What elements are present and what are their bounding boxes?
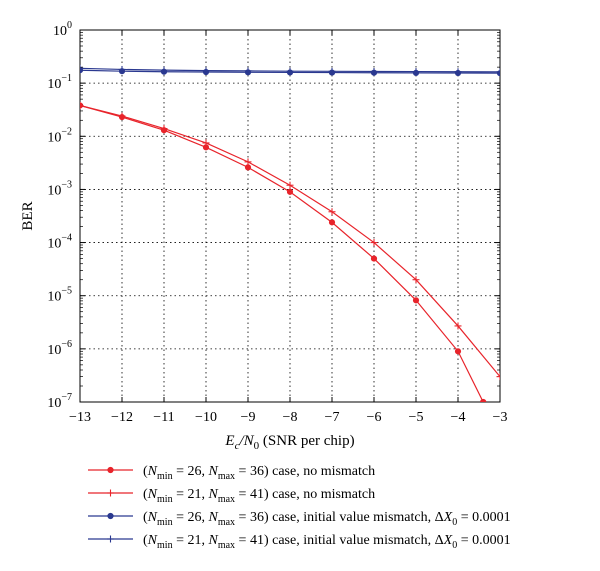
x-tick-labels: −13 −12 −11 −10 −9 −8 −7 −6 −5 −4 −3 — [69, 410, 507, 425]
legend-swatch-marker — [107, 512, 114, 520]
data-point — [202, 139, 210, 147]
data-point — [80, 101, 84, 109]
legend-swatch-marker — [107, 466, 114, 474]
legend-label: (Nmin = 21, Nmax = 41) case, initial val… — [143, 533, 511, 551]
x-axis-label: Ec/N0 (SNR per chip) — [224, 433, 354, 452]
y-tick-label: 100 — [53, 20, 72, 39]
x-tick-label: −3 — [493, 410, 508, 425]
y-tick-label: 10−7 — [47, 392, 72, 411]
y-tick-label: 10−6 — [47, 339, 72, 358]
grid-lines — [80, 30, 500, 402]
legend-label: (Nmin = 21, Nmax = 41) case, no mismatch — [143, 487, 375, 505]
legend-swatch-marker — [107, 535, 114, 543]
series-layer — [80, 64, 500, 402]
data-point — [370, 255, 378, 262]
legend-swatch-marker — [107, 489, 114, 497]
x-tick-label: −12 — [111, 410, 133, 425]
data-point — [370, 239, 378, 247]
data-point — [412, 297, 420, 304]
data-point — [328, 208, 336, 216]
x-tick-label: −7 — [325, 410, 340, 425]
data-point — [286, 181, 294, 189]
x-tick-label: −4 — [451, 410, 466, 425]
data-point — [370, 67, 378, 75]
data-point — [244, 67, 252, 75]
legend-label: (Nmin = 26, Nmax = 36) case, no mismatch — [143, 464, 375, 482]
axis-ticks — [79, 29, 501, 403]
data-point — [328, 67, 336, 75]
series-1 — [80, 102, 487, 402]
data-point — [480, 398, 487, 402]
x-tick-label: −10 — [195, 410, 217, 425]
y-tick-labels: 100 10−1 10−2 10−3 10−4 10−5 10−6 10−7 — [47, 20, 72, 411]
y-axis-label: BER — [20, 201, 36, 230]
data-point — [328, 219, 336, 226]
series-2 — [80, 101, 500, 381]
x-tick-label: −9 — [241, 410, 256, 425]
data-point — [454, 348, 462, 355]
y-tick-label: 10−1 — [47, 73, 72, 92]
legend-entry: (Nmin = 21, Nmax = 41) case, no mismatch — [88, 487, 375, 505]
series-line — [80, 104, 484, 402]
data-point — [160, 66, 168, 74]
data-point — [160, 125, 168, 133]
legend-label: (Nmin = 26, Nmax = 36) case, initial val… — [143, 510, 511, 528]
series-line — [80, 104, 500, 378]
data-point — [412, 276, 420, 284]
legend-entry: (Nmin = 21, Nmax = 41) case, initial val… — [88, 533, 511, 551]
data-point — [454, 68, 462, 76]
series-4 — [80, 64, 500, 76]
legend: (Nmin = 26, Nmax = 36) case, no mismatch… — [88, 464, 511, 551]
data-point — [496, 68, 500, 76]
y-tick-label: 10−3 — [47, 179, 72, 198]
data-point — [286, 67, 294, 75]
x-tick-label: −8 — [283, 410, 298, 425]
data-point — [118, 65, 126, 73]
x-tick-label: −11 — [153, 410, 174, 425]
x-tick-label: −5 — [409, 410, 424, 425]
data-point — [202, 67, 210, 75]
data-point — [286, 188, 294, 195]
data-point — [244, 164, 252, 171]
data-point — [80, 64, 84, 72]
legend-entry: (Nmin = 26, Nmax = 36) case, initial val… — [88, 510, 511, 528]
data-point — [454, 322, 462, 330]
legend-entry: (Nmin = 26, Nmax = 36) case, no mismatch — [88, 464, 375, 482]
data-point — [118, 112, 126, 120]
y-tick-label: 10−2 — [47, 126, 72, 145]
x-tick-label: −6 — [367, 410, 382, 425]
data-point — [244, 158, 252, 166]
y-tick-label: 10−4 — [47, 233, 72, 252]
data-point — [412, 68, 420, 76]
x-tick-label: −13 — [69, 410, 91, 425]
y-tick-label: 10−5 — [47, 286, 72, 305]
data-point — [496, 373, 500, 381]
